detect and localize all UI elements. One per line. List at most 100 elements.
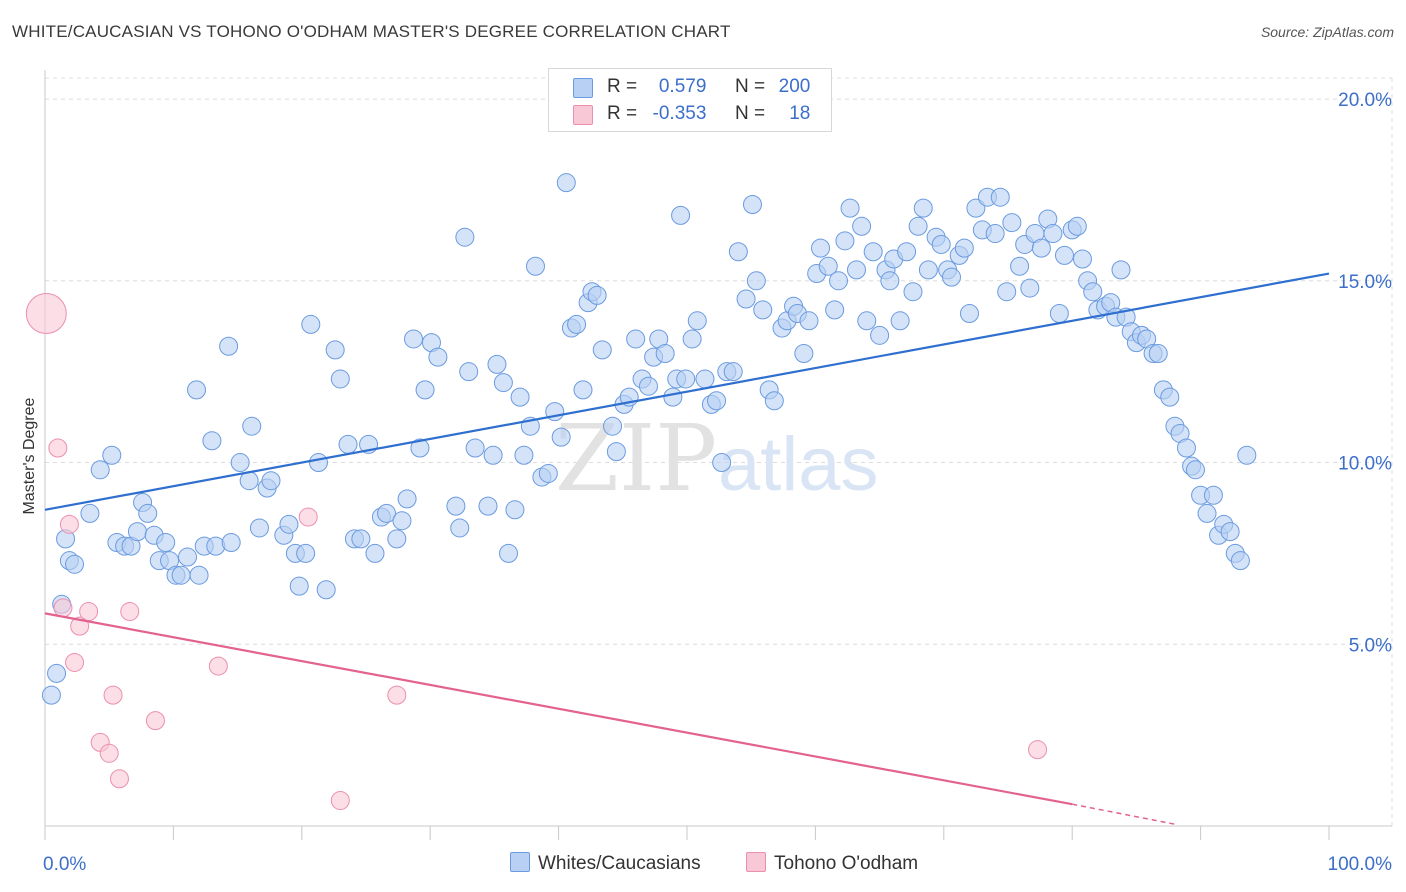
whites-point — [325, 340, 345, 360]
tohono-point — [53, 598, 73, 618]
tohono-point — [298, 507, 318, 527]
whites-point — [870, 325, 890, 345]
bottom-legend-label: Whites/Caucasians — [538, 853, 701, 874]
legend-box: R = 0.579 N = 200 R = -0.353 N = 18 — [548, 68, 832, 132]
whites-point — [459, 362, 479, 382]
whites-point — [156, 533, 176, 552]
whites-point — [465, 438, 485, 458]
whites-trend-line — [44, 272, 1330, 511]
whites-point — [852, 216, 872, 236]
whites-point — [835, 231, 855, 251]
whites-point — [818, 256, 838, 276]
y-tick-label: 5.0% — [1349, 635, 1392, 656]
tick-labels: 5.0% 10.0% 15.0% 20.0% 0.0% 100.0% — [43, 90, 1392, 875]
whites-point — [811, 238, 831, 258]
whites-point — [47, 663, 67, 683]
whites-point — [682, 329, 702, 349]
whites-point — [897, 242, 917, 262]
whites-point — [799, 311, 819, 331]
whites-point — [365, 543, 385, 563]
whites-point — [913, 198, 933, 218]
whites-point — [676, 369, 696, 389]
legend-n-value: 200 — [778, 76, 811, 97]
whites-point — [1197, 503, 1217, 523]
whites-point — [296, 543, 316, 563]
whites-point — [219, 336, 239, 356]
whites-point — [1230, 551, 1250, 571]
bottom-legend-swatch-pink — [746, 852, 766, 872]
whites-point — [626, 329, 646, 349]
whites-point — [573, 380, 593, 400]
whites-point — [538, 463, 558, 483]
whites-point — [707, 391, 727, 411]
y-tick-label: 20.0% — [1338, 90, 1392, 111]
whites-point — [330, 369, 350, 389]
whites-point — [1220, 522, 1240, 542]
whites-point — [567, 314, 587, 334]
legend-n-label: N = — [734, 76, 766, 97]
whites-point — [592, 340, 612, 360]
whites-point — [890, 311, 910, 331]
whites-point — [1111, 260, 1131, 280]
whites-point — [606, 442, 626, 462]
whites-point — [65, 554, 85, 574]
whites-point — [102, 445, 122, 465]
whites-point — [138, 503, 158, 523]
bottom-legend-whites: Whites/Caucasians — [510, 852, 701, 875]
whites-point — [794, 344, 814, 363]
whites-point — [221, 533, 241, 552]
whites-point — [764, 391, 784, 411]
whites-point — [415, 380, 435, 400]
whites-point — [510, 387, 530, 407]
whites-point — [499, 543, 519, 563]
tohono-trend-extension — [1072, 803, 1176, 825]
whites-point — [1031, 238, 1051, 258]
whites-point — [392, 511, 412, 531]
y-tick-label: 10.0% — [1338, 454, 1392, 475]
whites-point — [261, 471, 281, 491]
tohono-point — [79, 602, 99, 622]
whites-point — [189, 565, 209, 585]
chart-title: WHITE/CAUCASIAN VS TOHONO O'ODHAM MASTER… — [12, 22, 731, 41]
whites-point — [455, 227, 475, 247]
whites-point — [80, 503, 100, 523]
whites-point — [387, 529, 407, 549]
tohono-point — [387, 685, 407, 705]
whites-point — [1054, 245, 1074, 265]
whites-point — [959, 304, 979, 324]
whites-point — [742, 194, 762, 214]
whites-point — [857, 311, 877, 331]
legend-swatch-pink — [573, 105, 593, 125]
whites-point — [551, 427, 571, 447]
legend-n-value: 18 — [789, 103, 811, 124]
legend-n-label: N = — [734, 103, 766, 124]
whites-point — [846, 260, 866, 280]
whites-point — [728, 242, 748, 262]
watermark-atlas: atlas — [718, 422, 879, 507]
whites-point — [377, 503, 397, 523]
tohono-point — [208, 656, 228, 676]
x-tick-label: 100.0% — [1328, 854, 1393, 875]
tohono-point — [109, 769, 129, 789]
whites-point — [249, 518, 269, 538]
whites-point — [178, 547, 198, 567]
whites-point — [1049, 304, 1069, 324]
whites-point — [242, 416, 262, 436]
whites-point — [230, 453, 250, 473]
whites-point — [753, 300, 773, 320]
tohono-point — [59, 514, 79, 534]
trend-lines — [44, 272, 1330, 825]
whites-point — [687, 311, 707, 331]
bottom-legend-swatch-blue — [510, 852, 530, 872]
whites-point — [671, 205, 691, 225]
whites-point — [505, 500, 525, 520]
legend-r-label: R = — [607, 103, 638, 124]
watermark-zip: ZIP — [555, 405, 717, 512]
whites-point — [587, 285, 607, 305]
whites-point — [202, 431, 222, 451]
source-label: Source: ZipAtlas.com — [1260, 24, 1394, 40]
whites-point — [695, 369, 715, 389]
tohono-point — [1028, 740, 1048, 760]
whites-point — [127, 522, 147, 542]
